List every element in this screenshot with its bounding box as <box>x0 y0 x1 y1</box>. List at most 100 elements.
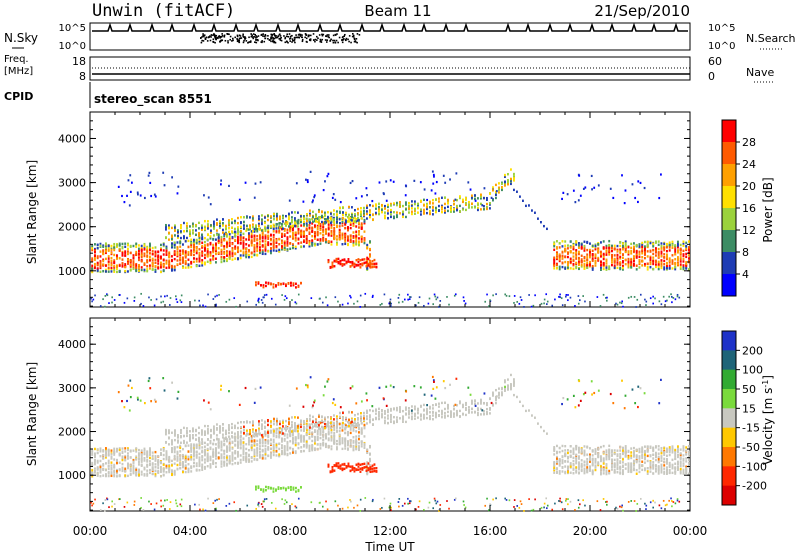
velocity-cell <box>133 472 135 474</box>
power-cell <box>311 244 313 246</box>
power-cell <box>234 222 236 224</box>
velocity-cell <box>309 448 311 450</box>
velocity-cell <box>201 466 203 468</box>
power-cell <box>182 249 184 251</box>
nsearch-dot <box>215 35 217 37</box>
power-cell <box>621 300 623 302</box>
power-cell <box>273 236 275 238</box>
power-cell <box>384 207 386 209</box>
power-cell <box>199 305 201 307</box>
power-cell <box>444 196 446 198</box>
power-cell <box>135 253 137 255</box>
velocity-cell <box>124 468 126 470</box>
power-cell <box>255 228 257 230</box>
power-cell <box>578 303 580 305</box>
velocity-cell <box>146 469 148 471</box>
power-cell <box>625 259 627 261</box>
velocity-cell <box>193 458 195 460</box>
power-cell <box>157 266 159 268</box>
velocity-cell <box>232 459 234 461</box>
velocity-cell <box>295 436 297 438</box>
velocity-cell <box>124 456 126 458</box>
power-cell <box>384 205 386 207</box>
power-cell <box>218 252 220 254</box>
power-cell <box>314 238 316 240</box>
power-cell <box>372 260 374 262</box>
power-cell <box>215 261 217 263</box>
power-cell <box>317 243 319 245</box>
velocity-cell <box>325 436 327 438</box>
power-cell <box>293 282 295 284</box>
velocity-cell <box>141 453 143 455</box>
power-cell <box>166 254 168 256</box>
velocity-cell <box>174 458 176 460</box>
velocity-cell <box>311 449 313 451</box>
velocity-cell <box>221 441 223 443</box>
power-cell <box>578 268 580 270</box>
power-cell <box>447 210 449 212</box>
power-cell <box>600 255 602 257</box>
power-cell <box>489 202 491 204</box>
power-cell <box>506 295 508 297</box>
power-cell <box>438 205 440 207</box>
power-cell <box>672 254 674 256</box>
power-cell <box>344 243 346 245</box>
power-cell <box>273 249 275 251</box>
velocity-cell <box>130 468 132 470</box>
power-cell <box>592 260 594 262</box>
power-cell <box>243 254 245 256</box>
power-cell <box>226 235 228 237</box>
power-cell <box>122 247 124 249</box>
power-cell <box>408 211 410 213</box>
power-cell <box>111 263 113 265</box>
power-cell <box>364 219 366 221</box>
power-cell <box>405 208 407 210</box>
power-cell <box>424 188 426 190</box>
velocity-cell <box>196 465 198 467</box>
power-cell <box>628 258 630 260</box>
power-cell <box>663 243 665 245</box>
power-cell <box>310 171 312 173</box>
nsearch-dot <box>271 34 273 36</box>
power-cell <box>258 301 260 303</box>
velocity-cell <box>91 452 93 454</box>
power-cell <box>639 266 641 268</box>
power-cell <box>625 263 627 265</box>
power-cell <box>124 243 126 245</box>
nsearch-dot <box>346 38 348 40</box>
power-cell <box>174 269 176 271</box>
power-cell <box>364 238 366 240</box>
power-cell <box>471 194 473 196</box>
power-cell <box>562 251 564 253</box>
power-cell <box>366 217 368 219</box>
power-cell <box>540 221 542 223</box>
velocity-cell <box>232 447 234 449</box>
power-cell <box>154 305 156 307</box>
power-cell <box>240 257 242 259</box>
power-cell <box>574 201 576 203</box>
power-cell <box>254 238 256 240</box>
power-cell <box>378 203 380 205</box>
power-cell <box>263 296 265 298</box>
power-cell <box>559 258 561 260</box>
power-cell <box>567 264 569 266</box>
power-cell <box>677 256 679 258</box>
power-cell <box>124 201 126 203</box>
velocity-cell <box>127 475 129 477</box>
velocity-cell <box>163 454 165 456</box>
power-cell <box>362 258 364 260</box>
y-tick-label: 1000 <box>58 265 86 278</box>
velocity-cell <box>311 435 313 437</box>
power-cell <box>100 255 102 257</box>
power-cell <box>547 301 549 303</box>
power-cell <box>331 224 333 226</box>
power-cell <box>622 267 624 269</box>
power-cell <box>267 226 269 228</box>
power-cell <box>328 240 330 242</box>
nsearch-dot <box>352 33 354 35</box>
power-cell <box>428 303 430 305</box>
power-cell <box>243 251 245 253</box>
power-cell <box>237 240 239 242</box>
power-cell <box>456 209 458 211</box>
velocity-cell <box>226 450 228 452</box>
